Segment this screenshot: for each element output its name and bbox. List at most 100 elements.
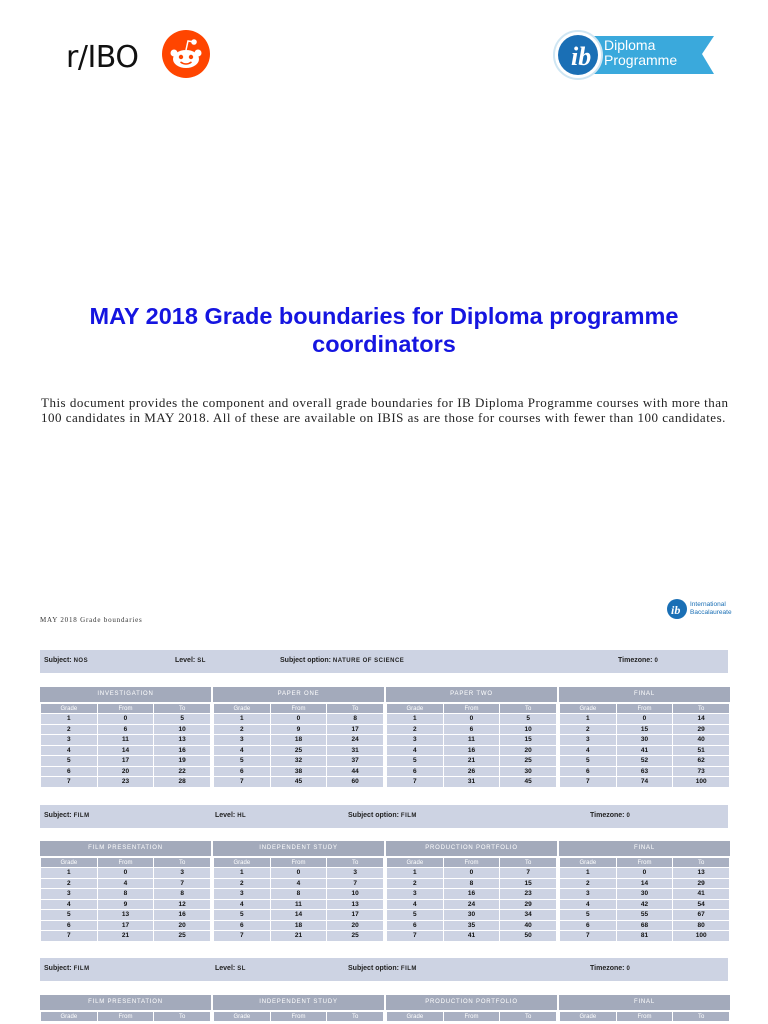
option-field: Subject option: FILM <box>348 812 417 819</box>
page-title: MAY 2018 Grade boundaries for Diploma pr… <box>89 303 679 357</box>
column-header-grade: Grade <box>386 857 444 868</box>
column-header-from: From <box>269 1011 328 1022</box>
table-cell: 44 <box>326 765 384 777</box>
table-cell: 8 <box>442 877 501 889</box>
timezone-value: 0 <box>654 658 659 664</box>
table-cell: 2 <box>40 877 98 889</box>
table-cell: 8 <box>326 713 384 725</box>
table-cell: 2 <box>213 723 271 735</box>
table-cell: 51 <box>672 744 730 756</box>
table-row: 7 81 100 <box>559 930 730 942</box>
reddit-snoo-icon <box>162 30 210 78</box>
table-cell: 4 <box>559 898 617 910</box>
table-cell: 13 <box>326 898 384 910</box>
table-cell: 1 <box>40 867 98 879</box>
subject-info-bar: Subject: NOS Level: SL Subject option: NAT… <box>40 650 728 673</box>
table-row: 4 9 12 <box>40 898 211 910</box>
table-cell: 25 <box>326 930 384 942</box>
table-cell: 12 <box>153 898 211 910</box>
table-cell: 5 <box>559 909 617 921</box>
component-group: FINAL Grade From To <box>559 995 730 1022</box>
column-header-to: To <box>672 857 730 868</box>
table-cell: 2 <box>213 877 271 889</box>
table-cell: 29 <box>672 877 730 889</box>
table-row: 6 20 22 <box>40 765 211 777</box>
table-row: 5 30 34 <box>386 909 557 921</box>
component-header: FINAL <box>559 841 730 856</box>
component-header: FILM PRESENTATION <box>40 841 211 856</box>
logo-line: International <box>690 601 726 608</box>
table-cell: 63 <box>615 765 674 777</box>
table-row: 7 23 28 <box>40 776 211 788</box>
table-cell: 17 <box>326 723 384 735</box>
option-value: FILM <box>400 966 417 972</box>
component-header: FILM PRESENTATION <box>40 995 211 1010</box>
table-cell: 1 <box>559 713 617 725</box>
table-row: 5 55 67 <box>559 909 730 921</box>
table-cell: 0 <box>269 867 328 879</box>
table-cell: 30 <box>499 765 557 777</box>
component-header: FINAL <box>559 995 730 1010</box>
table-cell: 0 <box>615 713 674 725</box>
level-label: Level: <box>215 812 236 819</box>
component-group: FINAL Grade From To 1 0 14 2 15 29 3 30 40 4 41 51 5 52 62… <box>559 687 730 788</box>
table-cell: 22 <box>153 765 211 777</box>
column-header-from: From <box>269 703 328 714</box>
table-cell: 20 <box>326 919 384 931</box>
table-cell: 7 <box>499 867 557 879</box>
table-cell: 1 <box>213 713 271 725</box>
table-row: 6 68 80 <box>559 919 730 931</box>
subject-info-bar: Subject: FILM Level: SL Subject option: FI… <box>40 958 728 981</box>
table-cell: 20 <box>499 744 557 756</box>
table-row: 3 16 23 <box>386 888 557 900</box>
table-cell: 25 <box>153 930 211 942</box>
column-header-from: From <box>615 1011 674 1022</box>
level-value: SL <box>237 966 246 972</box>
component-header: FINAL <box>559 687 730 702</box>
table-cell: 1 <box>386 713 444 725</box>
table-cell: 37 <box>326 755 384 767</box>
table-cell: 14 <box>672 713 730 725</box>
table-cell: 13 <box>672 867 730 879</box>
table-cell: 4 <box>269 877 328 889</box>
table-cell: 0 <box>442 867 501 879</box>
table-row: 7 21 25 <box>213 930 384 942</box>
table-cell: 1 <box>559 867 617 879</box>
table-cell: 80 <box>672 919 730 931</box>
table-cell: 11 <box>442 734 501 746</box>
table-cell: 7 <box>40 930 98 942</box>
table-row: 5 17 19 <box>40 755 211 767</box>
column-header-grade: Grade <box>40 857 98 868</box>
table-cell: 14 <box>269 909 328 921</box>
timezone-value: 0 <box>626 966 631 972</box>
table-cell: 73 <box>672 765 730 777</box>
table-cell: 2 <box>559 723 617 735</box>
table-cell: 6 <box>386 765 444 777</box>
grade-boundary-table: FILM PRESENTATION Grade From To INDEPENDENT … <box>40 995 730 1022</box>
column-header-grade: Grade <box>40 1011 98 1022</box>
table-cell: 3 <box>40 734 98 746</box>
table-cell: 7 <box>326 877 384 889</box>
component-group: INVESTIGATION Grade From To 1 0 5 2 6 10 3 11 13 4 14 1… <box>40 687 211 788</box>
table-cell: 3 <box>559 888 617 900</box>
table-cell: 6 <box>213 919 271 931</box>
table-cell: 13 <box>153 734 211 746</box>
svg-text:ib: ib <box>671 603 680 617</box>
component-header: PAPER ONE <box>213 687 384 702</box>
level-field: Level: HL <box>215 812 246 819</box>
table-row: 2 6 10 <box>386 723 557 735</box>
table-row: 3 30 41 <box>559 888 730 900</box>
table-cell: 10 <box>153 723 211 735</box>
logo-line: Baccalaureate <box>690 609 732 616</box>
table-cell: 10 <box>499 723 557 735</box>
table-cell: 38 <box>269 765 328 777</box>
table-cell: 6 <box>442 723 501 735</box>
subject-field: Subject: NOS <box>44 657 88 664</box>
subject-value: FILM <box>73 966 90 972</box>
column-header-from: From <box>96 857 155 868</box>
table-cell: 6 <box>559 919 617 931</box>
option-field: Subject option: NATURE OF SCIENCE <box>280 657 404 664</box>
component-header: INDEPENDENT STUDY <box>213 841 384 856</box>
